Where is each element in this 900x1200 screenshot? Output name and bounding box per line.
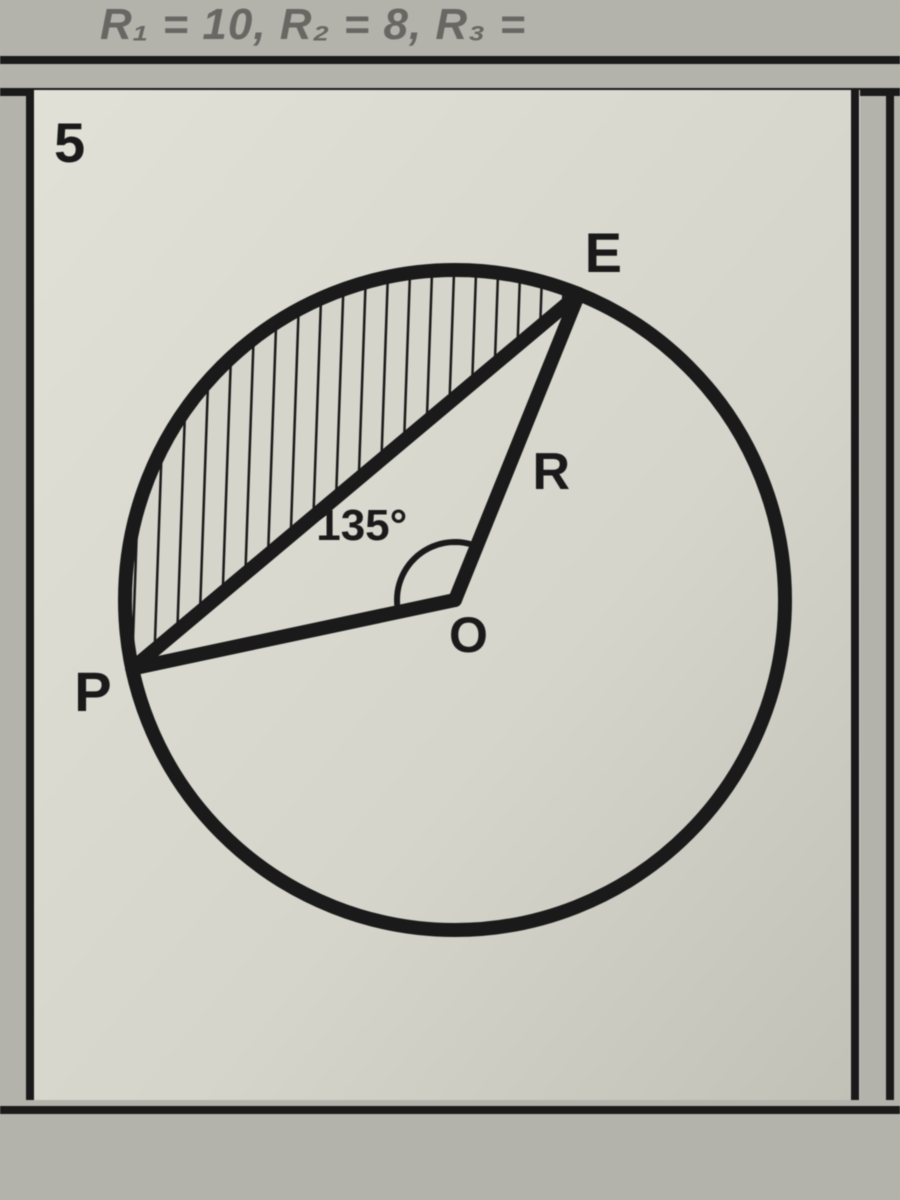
label-O: O [449,606,489,664]
label-R: R [532,442,571,502]
problem-number: 5 [54,110,86,175]
label-E: E [585,220,623,285]
top-caption: R₁ = 10, R₂ = 8, R₃ = [100,0,526,50]
label-angle: 135° [316,501,407,551]
label-P: P [74,659,112,724]
